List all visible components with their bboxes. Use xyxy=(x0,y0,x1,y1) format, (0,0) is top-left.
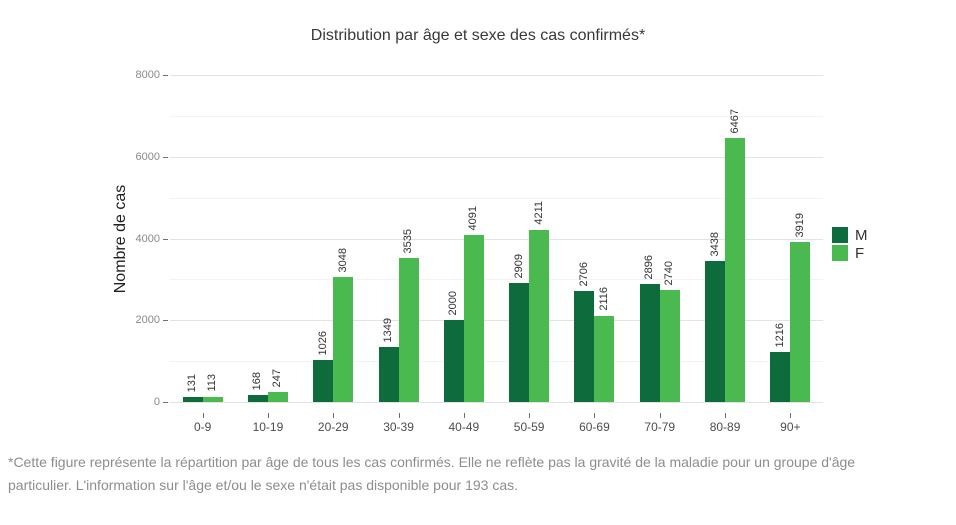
bar-f-60-69 xyxy=(594,316,615,402)
legend-item-f: F xyxy=(832,244,868,262)
bar-f-30-39 xyxy=(398,258,419,402)
x-axis-tick xyxy=(594,413,596,418)
bar-f-20-29 xyxy=(333,277,354,402)
bar-f-40-49 xyxy=(463,235,484,402)
gridline-major xyxy=(170,320,823,322)
bar-value-label: 2740 xyxy=(663,260,676,285)
x-tick-label: 10-19 xyxy=(252,420,284,434)
legend-label-f: F xyxy=(855,244,865,262)
y-tick-label: 0 xyxy=(153,396,160,408)
gridline-major xyxy=(170,75,823,76)
bar-value-label: 113 xyxy=(206,374,219,392)
bar-value-label: 2116 xyxy=(597,287,610,311)
bar-m-0-9 xyxy=(182,397,203,402)
gridline-minor xyxy=(170,197,823,199)
x-axis-tick xyxy=(202,413,204,418)
y-axis-tick xyxy=(163,75,168,76)
chart-title: Distribution par âge et sexe des cas con… xyxy=(310,27,646,44)
bar-f-70-79 xyxy=(659,290,680,402)
bar-value-label: 6467 xyxy=(728,108,741,133)
bar-value-label: 2896 xyxy=(643,254,656,279)
x-axis-tick xyxy=(659,413,661,418)
bar-value-label: 2706 xyxy=(577,261,590,286)
legend-swatch-f xyxy=(832,245,848,261)
x-axis-tick xyxy=(463,413,465,418)
x-tick-label: 40-49 xyxy=(448,420,480,434)
x-axis-tick xyxy=(267,413,269,418)
x-tick-label: 90+ xyxy=(780,420,801,434)
x-tick-label: 60-69 xyxy=(579,420,610,434)
legend-swatch-m xyxy=(832,227,848,243)
bar-f-0-9 xyxy=(202,397,223,402)
x-tick-label: 50-59 xyxy=(513,420,545,434)
bar-m-10-19 xyxy=(247,395,268,402)
x-tick-label: 80-89 xyxy=(709,420,741,434)
bar-m-70-79 xyxy=(639,284,660,402)
x-tick-label: 0-9 xyxy=(193,420,212,434)
bar-m-40-49 xyxy=(443,320,464,402)
bar-value-label: 3438 xyxy=(708,231,721,256)
bar-value-label: 3048 xyxy=(336,247,349,272)
y-axis-tick xyxy=(163,156,168,158)
legend-item-m: M xyxy=(832,226,868,244)
bar-value-label: 1026 xyxy=(316,330,329,355)
gridline-minor xyxy=(170,361,823,363)
x-axis-tick xyxy=(529,413,531,418)
bar-value-label: 4211 xyxy=(532,201,545,225)
bar-value-label: 1349 xyxy=(382,317,395,342)
bar-value-label: 2909 xyxy=(512,253,525,278)
x-axis-tick xyxy=(725,413,727,418)
bar-m-90+ xyxy=(770,352,791,402)
bar-value-label: 4091 xyxy=(467,205,480,230)
bar-f-10-19 xyxy=(267,392,288,402)
bar-value-label: 131 xyxy=(186,373,199,392)
bar-value-label: 247 xyxy=(271,368,284,387)
x-axis-tick xyxy=(398,413,400,418)
footnote: *Cette figure représente la répartition … xyxy=(8,454,856,493)
legend-label-m: M xyxy=(855,226,868,244)
x-axis-tick xyxy=(333,413,335,418)
x-axis-tick xyxy=(790,413,792,418)
y-tick-label: 2000 xyxy=(135,314,160,327)
bar-value-label: 2000 xyxy=(447,290,460,315)
bar-f-80-89 xyxy=(725,138,746,402)
gridline-minor xyxy=(170,115,823,117)
gridline-major xyxy=(170,402,823,403)
x-tick-label: 70-79 xyxy=(644,420,676,434)
gridline-major xyxy=(170,238,823,240)
gridline-major xyxy=(170,156,823,158)
y-axis-tick xyxy=(163,402,168,403)
bar-value-label: 3919 xyxy=(793,212,806,237)
bar-m-20-29 xyxy=(313,360,334,402)
y-axis-tick xyxy=(163,320,168,322)
y-tick-label: 6000 xyxy=(135,150,160,163)
bar-f-90+ xyxy=(790,242,811,402)
bar-m-50-59 xyxy=(509,283,530,402)
bar-value-label: 1216 xyxy=(773,322,786,347)
gridline-minor xyxy=(170,279,823,281)
bar-m-30-39 xyxy=(378,347,399,402)
bar-f-50-59 xyxy=(529,230,550,402)
bar-value-label: 3535 xyxy=(402,228,415,253)
bar-value-label: 168 xyxy=(251,371,264,390)
x-tick-label: 20-29 xyxy=(317,420,349,434)
y-axis-tick xyxy=(163,238,168,240)
bar-m-80-89 xyxy=(705,261,726,402)
y-tick-label: 8000 xyxy=(135,69,160,81)
bar-m-60-69 xyxy=(574,291,595,402)
y-tick-label: 4000 xyxy=(135,232,160,245)
x-tick-label: 30-39 xyxy=(383,420,414,434)
